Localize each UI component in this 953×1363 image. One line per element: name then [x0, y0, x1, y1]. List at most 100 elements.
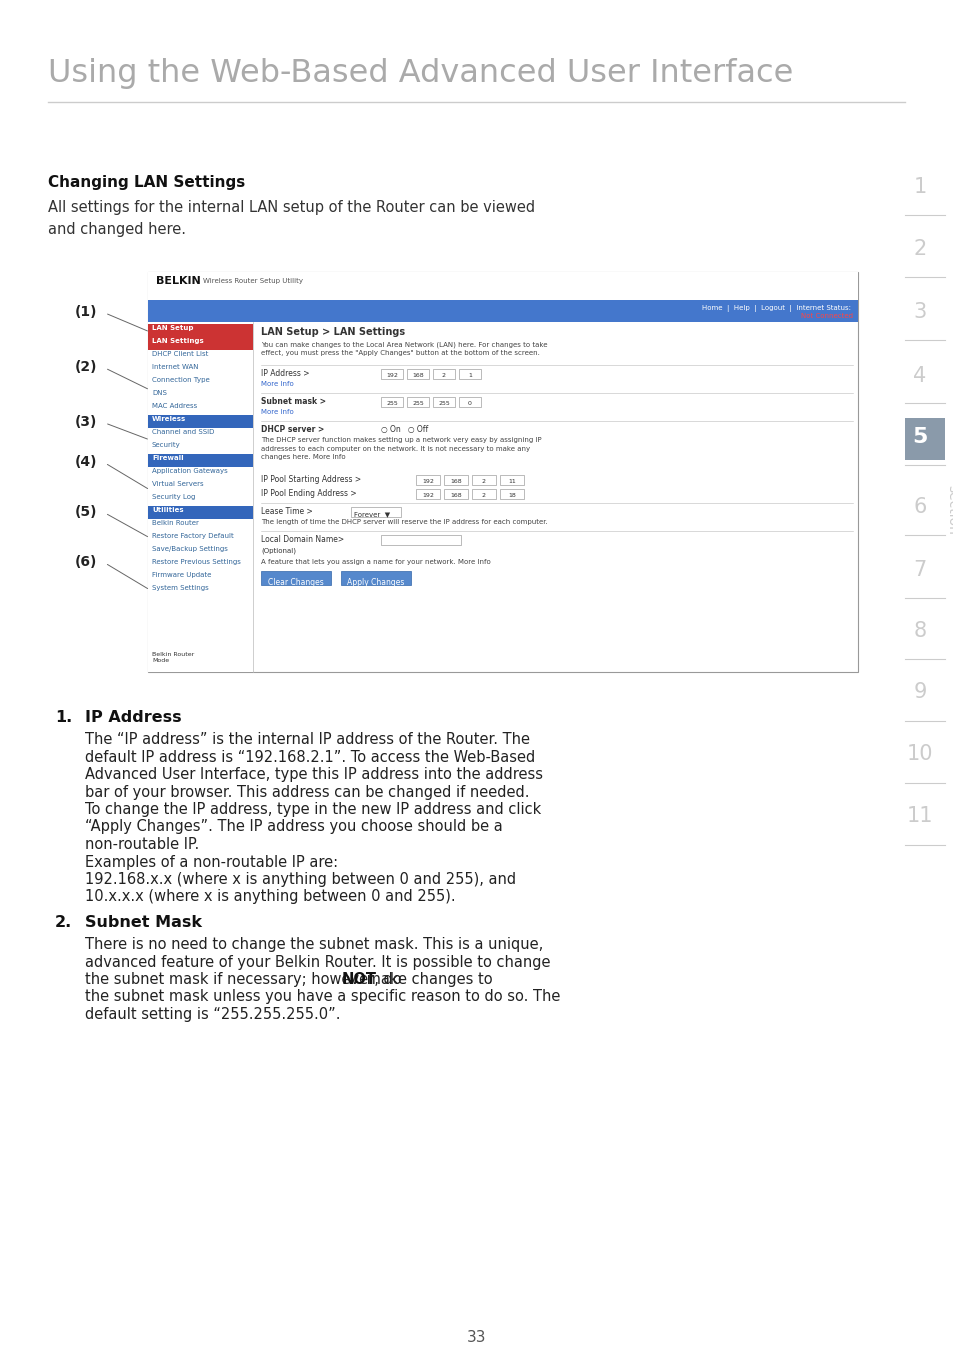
Bar — [499, 489, 523, 499]
Text: 5: 5 — [911, 427, 926, 447]
Text: 2: 2 — [481, 493, 485, 497]
Text: 192.168.x.x (where x is anything between 0 and 255), and: 192.168.x.x (where x is anything between… — [85, 872, 516, 887]
Text: 1: 1 — [468, 373, 472, 378]
Text: Channel and SSID: Channel and SSID — [152, 429, 214, 435]
Text: 168: 168 — [450, 493, 461, 497]
Text: Belkin Router
Mode: Belkin Router Mode — [152, 652, 194, 662]
Text: 192: 192 — [421, 493, 434, 497]
Text: Save/Backup Settings: Save/Backup Settings — [152, 547, 228, 552]
Text: Utilities: Utilities — [152, 507, 183, 512]
Text: the subnet mask if necessary; however, do: the subnet mask if necessary; however, d… — [85, 972, 406, 987]
Bar — [472, 489, 496, 499]
Text: (4): (4) — [75, 455, 97, 469]
Text: (2): (2) — [75, 360, 97, 373]
Text: DNS: DNS — [152, 390, 167, 397]
Text: Examples of a non-routable IP are:: Examples of a non-routable IP are: — [85, 855, 337, 870]
Bar — [499, 474, 523, 485]
Text: 255: 255 — [386, 401, 397, 406]
Text: 33: 33 — [467, 1330, 486, 1345]
Text: 11: 11 — [905, 807, 932, 826]
Text: Internet WAN: Internet WAN — [152, 364, 198, 369]
Text: (1): (1) — [75, 305, 97, 319]
Text: 10.x.x.x (where x is anything between 0 and 255).: 10.x.x.x (where x is anything between 0 … — [85, 890, 456, 905]
Bar — [443, 489, 468, 499]
Text: IP Pool Starting Address >: IP Pool Starting Address > — [261, 474, 361, 484]
Text: The DHCP server function makes setting up a network very easy by assigning IP
ad: The DHCP server function makes setting u… — [261, 438, 541, 459]
Text: 2.: 2. — [55, 915, 72, 930]
Text: Security Log: Security Log — [152, 493, 195, 500]
Bar — [340, 571, 411, 585]
Text: 18: 18 — [508, 493, 516, 497]
Text: the subnet mask unless you have a specific reason to do so. The: the subnet mask unless you have a specif… — [85, 990, 559, 1005]
Text: More Info: More Info — [261, 382, 294, 387]
Text: 11: 11 — [508, 478, 516, 484]
Text: BELKIN: BELKIN — [156, 275, 200, 286]
Bar — [904, 418, 944, 459]
Text: (6): (6) — [75, 555, 97, 568]
Text: 168: 168 — [412, 373, 423, 378]
Bar — [148, 273, 857, 672]
Text: Belkin Router: Belkin Router — [152, 521, 198, 526]
Bar — [416, 489, 439, 499]
Text: default setting is “255.255.255.0”.: default setting is “255.255.255.0”. — [85, 1007, 340, 1022]
Bar — [148, 324, 253, 337]
Text: You can make changes to the Local Area Network (LAN) here. For changes to take
e: You can make changes to the Local Area N… — [261, 341, 547, 356]
Text: DHCP server >: DHCP server > — [261, 425, 324, 433]
Text: Wireless: Wireless — [152, 416, 186, 423]
Text: (3): (3) — [75, 414, 97, 429]
Text: Subnet mask >: Subnet mask > — [261, 397, 326, 406]
Bar — [458, 369, 480, 379]
Text: Using the Web-Based Advanced User Interface: Using the Web-Based Advanced User Interf… — [48, 59, 793, 89]
Text: 192: 192 — [421, 478, 434, 484]
Text: 0: 0 — [468, 401, 472, 406]
Text: A feature that lets you assign a name for your network. More Info: A feature that lets you assign a name fo… — [261, 559, 490, 566]
Bar — [148, 273, 857, 300]
Bar — [148, 322, 253, 672]
Text: LAN Settings: LAN Settings — [152, 338, 204, 343]
Text: NOT: NOT — [341, 972, 375, 987]
Text: IP Pool Ending Address >: IP Pool Ending Address > — [261, 489, 356, 497]
Bar — [261, 571, 331, 585]
Text: (5): (5) — [75, 506, 97, 519]
Text: 2: 2 — [441, 373, 446, 378]
Text: 8: 8 — [912, 622, 925, 641]
Text: advanced feature of your Belkin Router. It is possible to change: advanced feature of your Belkin Router. … — [85, 954, 550, 969]
Text: Advanced User Interface, type this IP address into the address: Advanced User Interface, type this IP ad… — [85, 767, 542, 782]
Text: Subnet Mask: Subnet Mask — [85, 915, 202, 930]
Text: Connection Type: Connection Type — [152, 378, 210, 383]
Text: System Settings: System Settings — [152, 585, 209, 592]
Text: Home  |  Help  |  Logout  |  Internet Status:: Home | Help | Logout | Internet Status: — [701, 305, 852, 312]
Text: section: section — [944, 485, 953, 534]
Bar — [443, 474, 468, 485]
Text: 1: 1 — [912, 177, 925, 198]
Text: 6: 6 — [912, 497, 925, 517]
Text: Clear Changes: Clear Changes — [268, 578, 323, 587]
Text: 192: 192 — [386, 373, 397, 378]
Bar — [351, 507, 400, 517]
Bar — [433, 397, 455, 408]
Bar — [433, 369, 455, 379]
Text: 4: 4 — [912, 365, 925, 386]
Bar — [148, 337, 253, 350]
Bar — [380, 397, 402, 408]
Text: DHCP Client List: DHCP Client List — [152, 352, 208, 357]
Text: 255: 255 — [412, 401, 423, 406]
Text: IP Address: IP Address — [85, 710, 181, 725]
Text: LAN Setup > LAN Settings: LAN Setup > LAN Settings — [261, 327, 405, 337]
Text: LAN Setup: LAN Setup — [152, 324, 193, 331]
Text: (Optional): (Optional) — [261, 547, 295, 553]
Text: Firmware Update: Firmware Update — [152, 572, 212, 578]
Text: Wireless Router Setup Utility: Wireless Router Setup Utility — [203, 278, 303, 284]
Text: default IP address is “192.168.2.1”. To access the Web-Based: default IP address is “192.168.2.1”. To … — [85, 750, 535, 765]
Text: There is no need to change the subnet mask. This is a unique,: There is no need to change the subnet ma… — [85, 936, 542, 951]
Text: Restore Previous Settings: Restore Previous Settings — [152, 559, 240, 566]
Text: Firewall: Firewall — [152, 455, 183, 461]
Bar — [148, 454, 253, 468]
Text: “Apply Changes”. The IP address you choose should be a: “Apply Changes”. The IP address you choo… — [85, 819, 502, 834]
Text: Virtual Servers: Virtual Servers — [152, 481, 203, 487]
Bar — [407, 397, 429, 408]
Text: Changing LAN Settings: Changing LAN Settings — [48, 174, 245, 189]
Text: The “IP address” is the internal IP address of the Router. The: The “IP address” is the internal IP addr… — [85, 732, 530, 747]
Text: 2: 2 — [481, 478, 485, 484]
Bar — [458, 397, 480, 408]
